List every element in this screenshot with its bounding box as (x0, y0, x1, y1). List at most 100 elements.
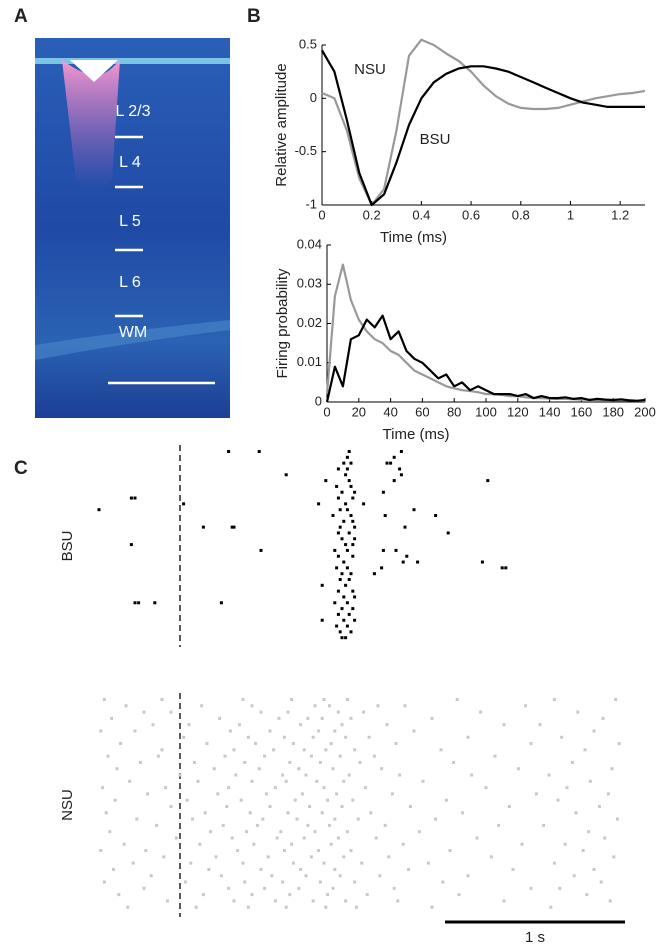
spike (502, 723, 506, 727)
spike (255, 823, 259, 827)
spike (353, 537, 357, 541)
spike (340, 805, 344, 808)
spike (212, 767, 216, 771)
spike (392, 479, 396, 483)
spike (345, 601, 349, 605)
spike (205, 742, 209, 746)
spike (326, 893, 330, 897)
spike (434, 514, 438, 517)
spike (342, 595, 346, 599)
spike (336, 467, 340, 471)
spike (133, 601, 137, 605)
spike (268, 805, 272, 808)
spike (182, 735, 186, 739)
spike (344, 473, 348, 477)
x-tick-label: 60 (415, 404, 429, 419)
spike (349, 716, 353, 720)
spike (529, 886, 533, 890)
spike (189, 861, 193, 865)
spike (345, 455, 349, 459)
spike (374, 836, 378, 840)
spike (245, 830, 249, 834)
spike (304, 773, 308, 777)
x-tick-label: 0.6 (462, 207, 480, 222)
spike (142, 710, 146, 714)
spike (434, 817, 438, 821)
spike (563, 842, 567, 846)
spike (284, 779, 288, 783)
spike (345, 566, 349, 570)
spike (342, 779, 346, 783)
spike (284, 905, 288, 909)
spike (297, 767, 301, 771)
x-tick-label: 1 (567, 207, 574, 222)
spike (385, 461, 389, 465)
spike (475, 836, 479, 840)
spike (342, 855, 346, 859)
spike (335, 792, 339, 796)
spike (102, 880, 106, 884)
spike (398, 467, 402, 471)
spike (239, 798, 243, 802)
series-line (321, 38, 646, 207)
spike (142, 886, 146, 890)
x-tick-label: 120 (507, 404, 529, 419)
spike (113, 798, 117, 802)
spike (493, 754, 497, 758)
spike (336, 496, 340, 500)
spike (288, 760, 292, 764)
spike (126, 905, 130, 909)
spike (153, 601, 157, 605)
spike (241, 861, 245, 865)
spike (612, 855, 616, 859)
spike (277, 716, 281, 720)
spike (570, 760, 574, 764)
layer-label: L 4 (119, 154, 141, 171)
spike (502, 899, 506, 903)
spike (585, 893, 589, 897)
spike (399, 450, 403, 453)
x-axis-label: Time (ms) (380, 229, 447, 246)
panel-label: B (247, 6, 261, 27)
spike (198, 842, 202, 846)
spike (340, 723, 344, 727)
spike (218, 716, 222, 720)
spike (335, 566, 339, 570)
spike (228, 729, 232, 733)
spike (338, 754, 342, 758)
spike (353, 490, 357, 494)
spike (290, 842, 294, 846)
spike (286, 710, 290, 714)
spike (322, 786, 326, 790)
spike (349, 514, 353, 517)
raster-label: BSU (59, 531, 76, 562)
panel-label: A (14, 6, 28, 27)
spike (133, 496, 137, 500)
series-label: NSU (354, 61, 386, 78)
x-tick-label: 20 (352, 404, 366, 419)
spike (448, 849, 452, 853)
series-label: BSU (420, 131, 451, 148)
spike (187, 723, 191, 727)
spike (191, 817, 195, 821)
spike (327, 704, 331, 708)
spike (610, 767, 614, 771)
x-tick-label: 80 (447, 404, 461, 419)
spike (309, 754, 313, 758)
spike (306, 716, 310, 720)
spike (128, 779, 132, 783)
spike (246, 905, 250, 909)
spike (219, 874, 223, 878)
y-tick-label: 0.01 (297, 354, 322, 369)
spike (347, 531, 351, 535)
spike (592, 729, 596, 733)
spike (381, 490, 385, 494)
spike (538, 723, 542, 727)
spike (259, 548, 263, 552)
spike (412, 729, 416, 733)
spike (336, 531, 340, 535)
spike (99, 849, 103, 853)
spike (144, 849, 148, 853)
spike (430, 716, 434, 720)
